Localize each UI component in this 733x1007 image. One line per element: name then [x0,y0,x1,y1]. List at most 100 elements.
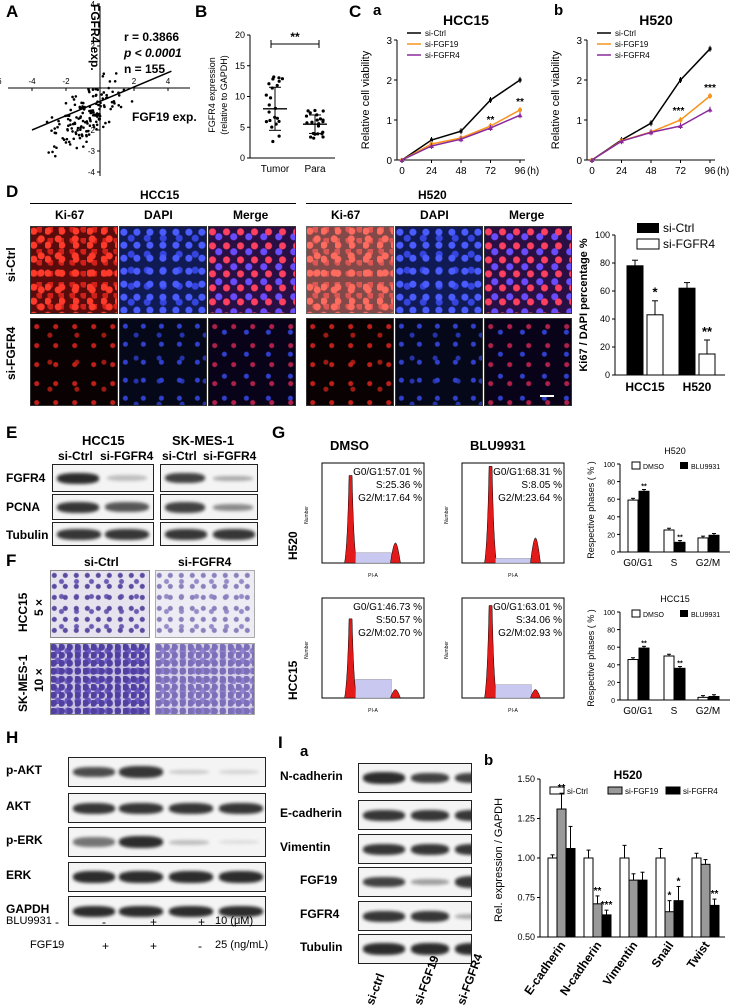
legend-swatch [631,461,641,470]
data-point [114,72,118,75]
d-divider-1 [30,203,296,204]
histogram-frame [321,462,425,564]
data-point [53,127,57,130]
data-point [86,129,90,133]
data-point [102,91,106,94]
scatter-b: 0 5 10 15 20 FGFR4 expression (relative to GAP… [207,30,335,175]
sig-mark: ** [677,535,683,542]
x-tick-label: -4 [28,77,36,86]
data-point [275,116,280,120]
h-t1-sign: + [150,915,158,929]
y-tick-label: 80 [607,480,615,487]
data-point [91,94,95,98]
h-row-label: GAPDH [6,902,50,916]
g2m-peak [390,689,401,699]
histogram-h520-blu: Number PI-A G0/G1:68.31 % S:8.05 % G2/M:23.6… [444,462,565,579]
band [219,840,259,844]
data-point [55,146,58,150]
data-point [107,120,111,124]
legend-label: si-FGFR4 [663,237,715,251]
category-label: Snail [649,939,677,971]
panel-label-cb: b [554,2,564,19]
d-col-label: DAPI [420,208,449,222]
g-row-h520: H520 [286,531,300,560]
bar [673,900,684,938]
y-tick-label: 80 [600,258,610,268]
band [73,905,115,917]
d-img-ctrl-4 [395,226,483,314]
bar [708,534,720,553]
h-row-label: p-ERK [6,833,43,847]
h-t2-sign: + [102,939,110,953]
data-point [264,93,268,97]
f-row2-cell: SK-MES-1 [16,654,30,712]
legend-label: DMSO [643,612,665,619]
data-point [95,123,99,127]
h-blot-p-ERK [68,827,266,857]
bar [691,857,702,938]
bar [583,857,594,938]
d-img-fgfr4-5 [484,318,572,406]
phase-label: S:34.06 % [516,615,562,626]
data-point [81,119,85,123]
x-tick-label: -6 [0,77,2,86]
d-col-label: DAPI [144,208,173,222]
data-point [91,109,95,112]
data-point [271,139,275,144]
data-point [310,120,314,124]
data-point [67,124,70,127]
data-point [111,90,114,94]
data-point [73,121,77,125]
data-point [117,94,121,97]
y-tick-label: 1 [576,116,582,127]
y-tick-label: 1.25 [517,814,535,824]
y-tick-label: 4 [91,0,96,9]
y-tick-label: 40 [600,314,610,324]
data-point [75,116,78,119]
i-row-label: E-cadherin [280,806,343,820]
data-point [75,146,79,150]
chart-title: HCC15 [660,594,690,604]
data-point [66,117,70,121]
i-blot-FGFR4 [358,901,472,931]
y-tick-label: 100 [603,462,615,469]
data-point [92,125,96,129]
band [119,836,163,848]
data-point [67,140,71,144]
band [169,802,213,814]
band [219,871,263,883]
y-axis-label: Number [444,506,450,524]
band [455,843,471,855]
legend-swatch [680,610,688,617]
data-point [321,135,325,139]
x-tick-label: 72 [485,166,497,177]
band [363,772,405,784]
band [411,910,449,922]
band [411,943,449,955]
data-point [277,76,281,80]
y-tick-label: 2 [576,76,582,87]
i-blot-FGF19 [358,867,472,897]
data-point [81,111,85,115]
p-value: p < 0.0001 [124,46,182,60]
legend-label: si-Ctrl [615,29,636,38]
data-point [98,117,102,121]
band [213,503,253,511]
sig-mark: * [668,891,672,902]
h-blot-p-AKT [68,757,266,787]
band [105,528,149,540]
bar [700,863,711,938]
data-point [82,145,85,148]
band [455,913,471,919]
y-axis-label: Respective phases ( % ) [586,609,596,707]
sig-mark: *** [673,106,685,117]
bar [678,287,696,376]
f-row2-mag: 10 × [32,668,46,692]
bar [556,808,567,938]
legend-label: BLU9931 [691,612,720,619]
data-point [100,93,103,96]
data-point [79,126,82,129]
y-tick-label: 2 [386,76,392,87]
y-tick-label: 100 [595,230,610,240]
data-point [85,133,88,137]
